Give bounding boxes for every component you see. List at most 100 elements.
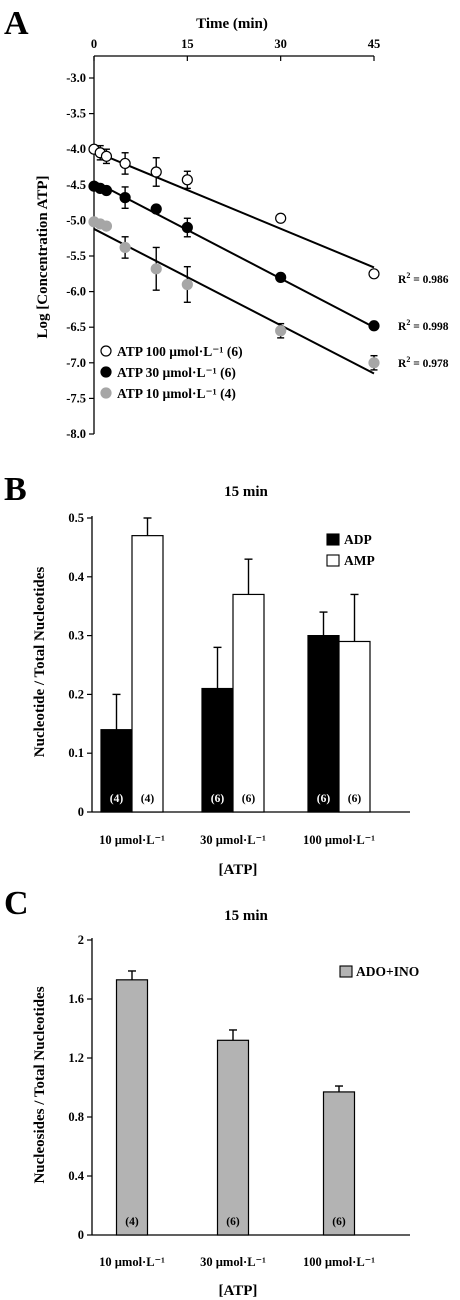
x-tick-label: 10 µmol·L⁻¹ xyxy=(99,1255,165,1269)
legend-swatch xyxy=(326,554,340,567)
data-point xyxy=(181,174,193,186)
bar xyxy=(100,729,133,813)
sample-size-label: (6) xyxy=(317,793,331,805)
y-tick-label: 0 xyxy=(78,1228,84,1242)
bar xyxy=(201,687,234,813)
x-tick-label: 30 µmol·L⁻¹ xyxy=(200,1255,266,1269)
bar xyxy=(216,1039,250,1236)
y-tick-label: 0.1 xyxy=(68,746,84,760)
y-tick-label: 0.4 xyxy=(68,1169,84,1183)
r-squared-label: R2 = 0.978 xyxy=(398,355,449,370)
sample-size-label: (6) xyxy=(242,793,256,805)
legend-label: ATP 30 µmol·L⁻¹ (6) xyxy=(117,365,236,380)
sample-size-label: (6) xyxy=(348,793,362,805)
regression-line xyxy=(93,150,375,269)
panel-c-plot: 0 0.4 0.8 1.2 1.6 2 10 µmol·L⁻¹ (4) 30 µmol·L⁻¹ (… xyxy=(68,933,419,1269)
regression-line xyxy=(93,228,375,375)
legend-swatch xyxy=(326,533,340,546)
legend-marker xyxy=(100,387,112,399)
legend-label: ADP xyxy=(344,532,372,547)
panel-a-ylabel: Log [Concentration ATP] xyxy=(35,175,51,338)
y-tick-label: 0.4 xyxy=(68,570,84,584)
y-tick-label: -6.0 xyxy=(66,285,86,299)
y-tick-label: -6.5 xyxy=(66,320,86,334)
x-tick-label: 30 xyxy=(274,37,287,51)
legend-marker xyxy=(100,345,112,357)
x-tick-label: 30 µmol·L⁻¹ xyxy=(200,833,266,847)
data-point xyxy=(368,268,380,280)
panel-a-plot: -3.0 -3.5 -4.0 -4.5 -5.0 -5.5 -6.0 -6.5 -7.0 -7.5… xyxy=(66,37,449,441)
bar xyxy=(131,535,164,813)
y-tick-label: 1.2 xyxy=(68,1051,84,1065)
legend-marker xyxy=(100,366,112,378)
sample-size-label: (6) xyxy=(332,1216,346,1228)
y-tick-label: 0.2 xyxy=(68,687,84,701)
data-point xyxy=(119,241,131,254)
y-tick-label: -7.0 xyxy=(66,356,86,370)
bar xyxy=(338,640,371,813)
data-point xyxy=(100,150,113,162)
data-point xyxy=(100,184,113,197)
sample-size-label: (4) xyxy=(141,793,155,805)
r-squared-label: R2 = 0.986 xyxy=(398,271,449,286)
y-tick-label: 1.6 xyxy=(68,992,84,1006)
y-tick-label: -7.5 xyxy=(66,391,86,405)
legend-swatch xyxy=(339,965,353,978)
panel-b-xlabel: [ATP] xyxy=(219,862,258,878)
data-point xyxy=(119,157,131,170)
r-squared-label: R2 = 0.998 xyxy=(398,318,449,333)
bar xyxy=(115,979,149,1236)
y-tick-label: 0 xyxy=(78,805,84,819)
y-tick-label: 2 xyxy=(78,933,84,947)
data-point xyxy=(100,220,113,232)
data-point xyxy=(275,325,287,337)
bar xyxy=(307,634,340,813)
panel-b-title: 15 min xyxy=(224,484,268,500)
data-point xyxy=(368,320,380,332)
regression-line xyxy=(93,180,375,329)
panel-c-title: 15 min xyxy=(224,908,268,924)
legend-label: AMP xyxy=(344,553,375,568)
y-tick-label: -5.5 xyxy=(66,249,86,263)
panel-a-xlabel: Time (min) xyxy=(196,16,268,32)
data-point xyxy=(368,357,380,369)
x-tick-label: 45 xyxy=(368,37,381,51)
x-tick-label: 100 µmol·L⁻¹ xyxy=(303,833,375,847)
x-tick-label: 0 xyxy=(91,37,97,51)
y-tick-label: -5.0 xyxy=(66,213,86,227)
x-tick-label: 10 µmol·L⁻¹ xyxy=(99,833,165,847)
panel-b-plot: 0 0.1 0.2 0.3 0.4 0.5 10 µmol·L⁻¹ (4) (4) 30 µmol… xyxy=(68,511,410,847)
y-tick-label: 0.8 xyxy=(68,1110,84,1124)
legend-label: ATP 100 µmol·L⁻¹ (6) xyxy=(117,344,243,359)
y-tick-label: -4.0 xyxy=(66,142,86,156)
y-tick-label: -8.0 xyxy=(66,427,86,441)
y-tick-label: 0.3 xyxy=(68,629,84,643)
data-point xyxy=(275,212,287,224)
sample-size-label: (4) xyxy=(110,793,124,805)
legend-label: ATP 10 µmol·L⁻¹ (4) xyxy=(117,386,236,401)
x-tick-label: 100 µmol·L⁻¹ xyxy=(303,1255,375,1269)
sample-size-label: (6) xyxy=(226,1216,240,1228)
y-tick-label: -3.5 xyxy=(66,107,86,121)
data-point xyxy=(275,271,287,283)
data-point xyxy=(150,263,162,275)
data-point xyxy=(150,203,162,215)
panel-c-ylabel: Nucleosides / Total Nucleotides xyxy=(32,986,48,1183)
data-point xyxy=(181,278,193,291)
panel-c-letter: C xyxy=(4,885,29,922)
y-tick-label: -4.5 xyxy=(66,178,86,192)
panel-c-xlabel: [ATP] xyxy=(219,1283,258,1299)
data-point xyxy=(181,221,193,234)
y-tick-label: 0.5 xyxy=(68,511,84,525)
data-point xyxy=(150,166,162,178)
panel-b-ylabel: Nucleotide / Total Nucleotides xyxy=(32,567,48,758)
x-tick-label: 15 xyxy=(181,37,194,51)
legend-label: ADO+INO xyxy=(356,964,419,979)
sample-size-label: (4) xyxy=(125,1216,139,1228)
bar xyxy=(232,593,265,813)
sample-size-label: (6) xyxy=(211,793,225,805)
bar xyxy=(322,1091,356,1236)
panel-b-letter: B xyxy=(4,471,27,508)
panel-a-letter: A xyxy=(4,5,29,42)
